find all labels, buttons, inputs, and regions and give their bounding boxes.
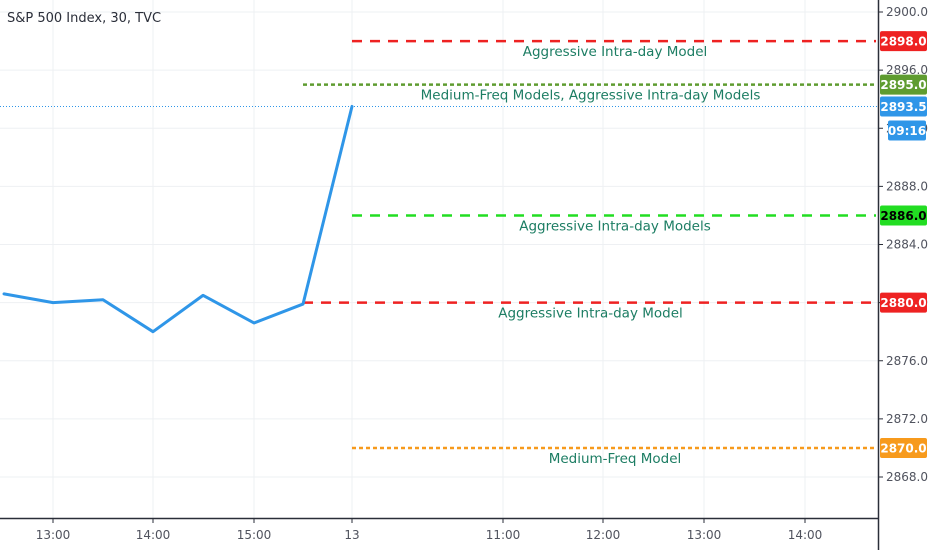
price-series-line: [2, 104, 354, 334]
x-tick-label: 12:00: [586, 528, 621, 542]
y-tick-label: 2888.0: [886, 179, 928, 193]
y-tick-label: 2884.0: [886, 238, 928, 252]
level-annotation: Aggressive Intra-day Model: [523, 44, 708, 60]
level-annotation: Medium-Freq Model: [549, 451, 682, 467]
y-tick-label: 2896.0: [886, 63, 928, 77]
x-tick-label: 14:00: [788, 528, 823, 542]
level-price-badge-label: 2880.0: [880, 296, 926, 310]
level-annotation: Aggressive Intra-day Models: [519, 218, 711, 234]
y-tick-label: 2872.0: [886, 412, 928, 426]
x-tick-label: 13: [344, 528, 359, 542]
x-tick-label: 11:00: [486, 528, 521, 542]
y-tick-label: 2868.0: [886, 470, 928, 484]
countdown-badge-bg: [888, 120, 926, 141]
chart-title: S&P 500 Index, 30, TVC: [7, 11, 162, 26]
level-price-badge-bg: [880, 31, 927, 52]
x-tick-label: 13:00: [36, 528, 71, 542]
level-price-badge-label: 2870.0: [880, 441, 926, 455]
y-tick-label: 2876.0: [886, 354, 928, 368]
level-price-badge-label: 2898.0: [880, 35, 926, 49]
level-price-badge-label: 2886.0: [880, 209, 926, 223]
level-price-badge-bg: [880, 74, 927, 95]
level-price-badge-bg: [880, 437, 927, 458]
x-tick-label: 13:00: [687, 528, 722, 542]
last-price-badge-label: 2893.5: [880, 100, 926, 114]
x-tick-label: 14:00: [136, 528, 171, 542]
countdown-badge-label: 09:16: [888, 124, 926, 138]
level-annotation: Medium-Freq Models, Aggressive Intra-day…: [421, 88, 761, 104]
x-tick-label: 15:00: [237, 528, 272, 542]
level-annotation: Aggressive Intra-day Model: [498, 306, 683, 322]
level-price-badge-bg: [880, 205, 927, 226]
last-price-badge-bg: [880, 96, 927, 117]
level-price-badge-bg: [880, 292, 927, 313]
level-price-badge-label: 2895.0: [880, 78, 926, 92]
y-tick-label: 2900.0: [886, 5, 928, 19]
